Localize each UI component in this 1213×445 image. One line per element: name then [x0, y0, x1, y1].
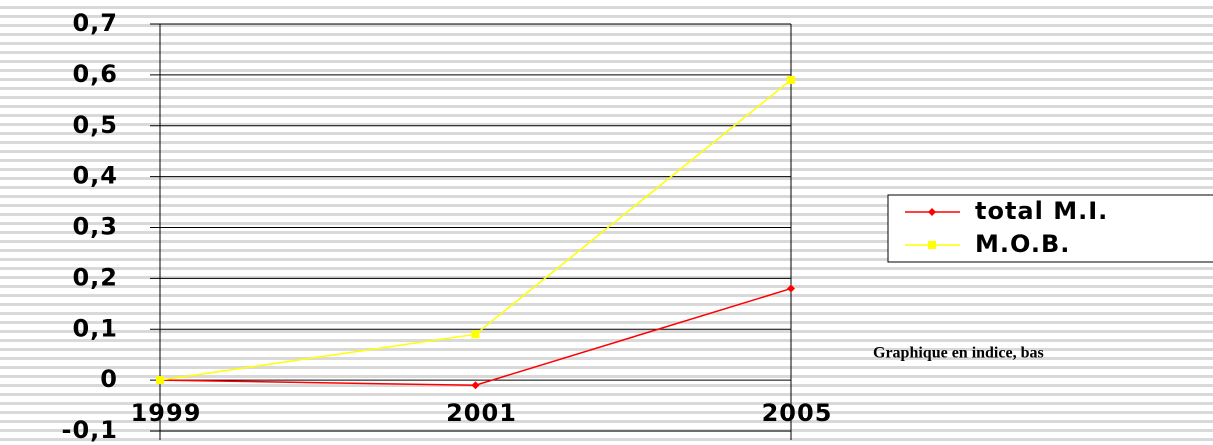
marker	[471, 330, 480, 339]
y-tick-label: 0	[100, 365, 118, 393]
y-tick-label: 0,1	[72, 314, 118, 342]
y-tick-label: 0,3	[72, 213, 118, 241]
x-tick-label: 2001	[446, 399, 517, 427]
y-tick-label: 0,6	[72, 60, 118, 88]
x-tick-label: 2005	[762, 399, 833, 427]
marker	[156, 376, 164, 385]
annotation: Graphique en indice, bas	[873, 345, 1044, 362]
y-tick-label: 0,2	[72, 263, 118, 291]
marker	[787, 75, 795, 84]
legend-marker	[928, 241, 936, 249]
marker	[787, 284, 795, 293]
y-tick-label: 0,5	[72, 111, 118, 139]
legend-box	[887, 194, 1213, 263]
y-tick-label: -0,1	[62, 416, 118, 444]
y-tick-label: 0,4	[72, 162, 118, 190]
legend-label: total M.I.	[975, 197, 1108, 225]
y-tick-label: 0,7	[72, 9, 118, 37]
x-tick-label: 1999	[131, 399, 202, 427]
marker	[471, 381, 480, 390]
legend-marker	[928, 208, 936, 216]
legend-label: M.O.B.	[975, 230, 1070, 258]
